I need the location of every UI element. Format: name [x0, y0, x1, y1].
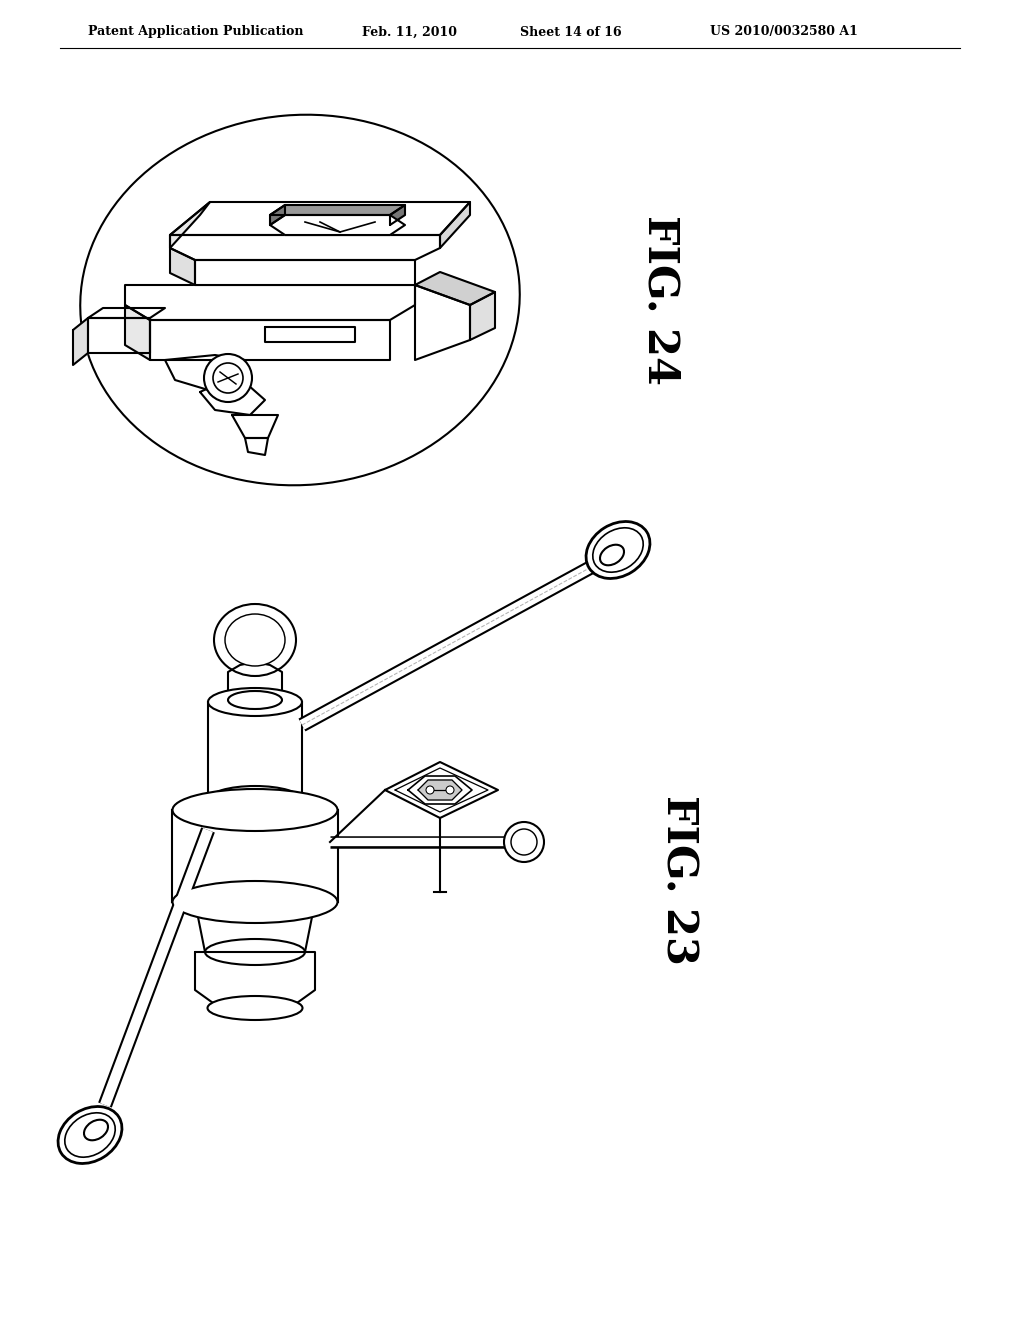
Polygon shape	[390, 205, 406, 224]
Circle shape	[446, 785, 454, 795]
Polygon shape	[415, 285, 470, 360]
Polygon shape	[195, 260, 415, 285]
Polygon shape	[195, 952, 315, 1008]
Polygon shape	[125, 285, 415, 319]
Ellipse shape	[228, 690, 282, 709]
Polygon shape	[228, 663, 282, 700]
Polygon shape	[73, 318, 88, 366]
Ellipse shape	[208, 997, 302, 1020]
Circle shape	[204, 354, 252, 403]
Polygon shape	[440, 202, 470, 248]
Polygon shape	[265, 327, 355, 342]
Ellipse shape	[205, 939, 305, 965]
Ellipse shape	[208, 688, 302, 715]
Polygon shape	[270, 205, 285, 224]
Ellipse shape	[65, 1113, 116, 1158]
Polygon shape	[170, 235, 440, 260]
Ellipse shape	[600, 545, 624, 565]
Polygon shape	[418, 780, 462, 800]
Polygon shape	[232, 414, 278, 438]
Ellipse shape	[172, 880, 338, 923]
Text: Feb. 11, 2010: Feb. 11, 2010	[362, 25, 457, 38]
Polygon shape	[88, 308, 165, 318]
Polygon shape	[88, 318, 150, 352]
Text: Sheet 14 of 16: Sheet 14 of 16	[520, 25, 622, 38]
Text: Patent Application Publication: Patent Application Publication	[88, 25, 303, 38]
Text: FIG. 24: FIG. 24	[639, 215, 681, 385]
Polygon shape	[270, 215, 406, 235]
Polygon shape	[200, 385, 265, 414]
Circle shape	[504, 822, 544, 862]
Polygon shape	[470, 292, 495, 341]
Polygon shape	[415, 272, 495, 305]
Polygon shape	[165, 355, 245, 392]
Polygon shape	[245, 438, 268, 455]
Polygon shape	[195, 902, 315, 952]
Polygon shape	[150, 319, 390, 360]
Text: FIG. 23: FIG. 23	[657, 795, 699, 965]
Ellipse shape	[172, 789, 338, 832]
Polygon shape	[270, 205, 406, 215]
Circle shape	[426, 785, 434, 795]
Text: US 2010/0032580 A1: US 2010/0032580 A1	[710, 25, 858, 38]
Circle shape	[511, 829, 537, 855]
Ellipse shape	[593, 528, 643, 572]
Polygon shape	[170, 202, 470, 235]
Polygon shape	[385, 762, 498, 818]
Polygon shape	[170, 248, 195, 285]
Ellipse shape	[225, 614, 285, 667]
Ellipse shape	[58, 1106, 122, 1163]
Ellipse shape	[208, 785, 302, 814]
Ellipse shape	[84, 1119, 108, 1140]
Ellipse shape	[586, 521, 650, 578]
Polygon shape	[125, 305, 150, 360]
Ellipse shape	[214, 605, 296, 676]
Polygon shape	[408, 776, 472, 804]
Ellipse shape	[80, 115, 520, 486]
Circle shape	[213, 363, 243, 393]
Polygon shape	[170, 202, 210, 248]
